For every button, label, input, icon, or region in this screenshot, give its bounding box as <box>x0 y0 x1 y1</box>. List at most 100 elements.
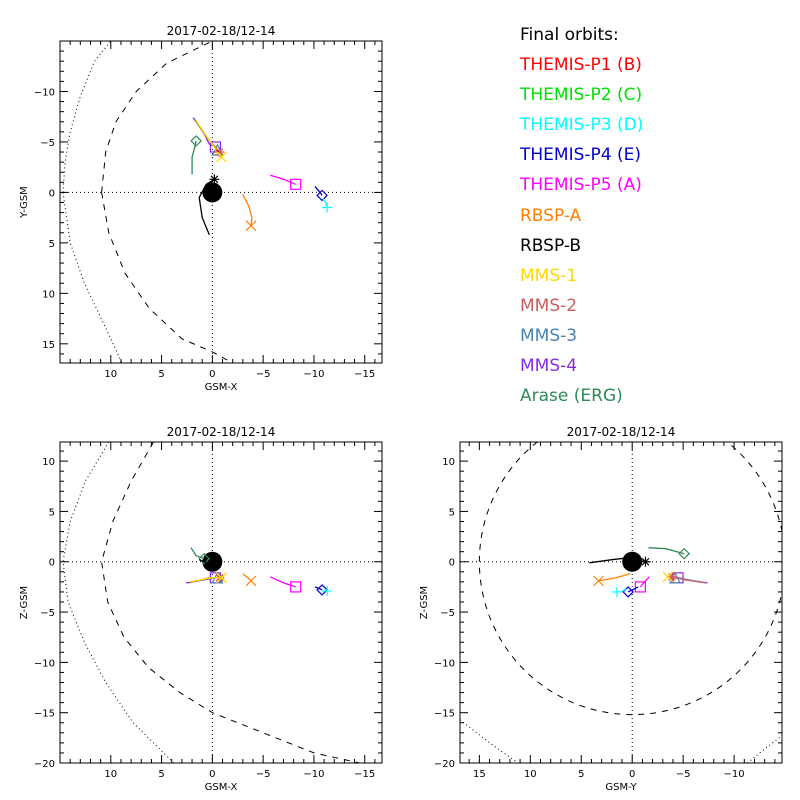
y-tick-label: −10 <box>34 658 55 669</box>
orbit-path <box>589 557 646 564</box>
y-tick-label: −5 <box>40 608 55 619</box>
y-tick-label: 10 <box>42 289 55 300</box>
x-tick-label: 0 <box>209 369 215 380</box>
orbit-end-marker <box>593 575 605 587</box>
legend-item: MMS-3 <box>520 325 578 346</box>
legend-item: THEMIS-P5 (A) <box>520 175 642 196</box>
legend-item: THEMIS-P1 (B) <box>520 55 642 76</box>
bow-shock-line <box>747 735 782 763</box>
legend-item: THEMIS-P3 (D) <box>520 115 644 136</box>
x-tick-label: 10 <box>104 769 117 780</box>
orbit-end-marker <box>245 220 257 232</box>
y-tick-label: −15 <box>34 709 55 720</box>
orbit-path <box>189 577 222 583</box>
y-axis-label: Z-GSM <box>19 586 30 619</box>
x-tick-label: 0 <box>209 769 215 780</box>
panel-xz: 2017-02-18/12-14 10 5 0 −5 −10 −15 GSM-X 10 5 0 −5 −… <box>19 425 383 793</box>
orbit-path <box>598 573 631 582</box>
legend-item: MMS-2 <box>520 295 578 316</box>
x-tick-label: −5 <box>676 769 691 780</box>
bow-shock-line <box>62 41 112 193</box>
x-tick-label: −15 <box>354 369 375 380</box>
x-tick-label: −5 <box>256 369 271 380</box>
plot-title: 2017-02-18/12-14 <box>167 425 276 439</box>
orbit-path <box>215 149 219 153</box>
x-tick-label: 15 <box>473 769 486 780</box>
x-tick-label: −10 <box>303 769 324 780</box>
x-tick-label: 10 <box>104 369 117 380</box>
legend-item: RBSP-A <box>520 205 582 226</box>
orbit-path <box>671 576 706 584</box>
magnetopause-line <box>101 192 233 363</box>
y-tick-label: 5 <box>49 507 55 518</box>
orbit-end-marker <box>322 585 333 596</box>
y-tick-label: 5 <box>49 239 55 250</box>
plot-area <box>60 442 382 763</box>
orbit-track <box>242 573 257 587</box>
y-axis-label: Y-GSM <box>19 186 30 219</box>
orbit-track <box>322 585 333 596</box>
y-tick-label: 0 <box>49 188 55 199</box>
earth-marker <box>202 182 223 203</box>
orbit-track <box>322 198 333 213</box>
orbit-track <box>270 576 302 593</box>
bow-shock-line <box>460 719 519 763</box>
bow-shock-line <box>62 442 175 763</box>
orbit-track <box>198 556 220 567</box>
y-tick-label: 0 <box>49 558 55 569</box>
x-tick-label: −10 <box>724 769 745 780</box>
legend-title: Final orbits: <box>520 25 619 45</box>
orbit-end-marker <box>198 552 211 565</box>
magnetopause-line <box>101 442 360 763</box>
plot-frame <box>59 40 383 364</box>
y-tick-label: −5 <box>440 608 455 619</box>
plot-frame <box>59 441 383 764</box>
orbit-track <box>198 174 220 236</box>
orbit-track <box>189 572 227 584</box>
legend-item: THEMIS-P2 (C) <box>520 85 643 106</box>
orbit-track <box>648 547 691 560</box>
orbit-track <box>314 584 328 596</box>
y-tick-label: 5 <box>449 507 455 518</box>
legend-item: THEMIS-P4 (E) <box>520 145 641 166</box>
orbit-path <box>322 198 328 208</box>
orbit-end-marker <box>216 151 227 163</box>
orbit-path <box>242 194 253 226</box>
orbit-track <box>190 547 211 565</box>
panel-yz: 2017-02-18/12-14 15 10 5 0 −5 −10 GSM-Y 10 5 0 −5 −1… <box>419 425 783 793</box>
orbit-path <box>314 586 323 591</box>
orbit-track <box>215 149 219 153</box>
orbit-track <box>662 571 674 583</box>
plot-title: 2017-02-18/12-14 <box>167 24 276 38</box>
y-tick-label: −15 <box>434 709 455 720</box>
orbit-end-marker <box>611 586 622 597</box>
orbit-path <box>191 140 197 175</box>
x-axis-label: GSM-X <box>205 782 238 793</box>
y-tick-label: 15 <box>42 340 55 351</box>
y-tick-label: 10 <box>42 457 55 468</box>
orbit-track <box>611 586 627 597</box>
earth-marker <box>622 551 643 572</box>
orbit-end-marker <box>190 135 202 147</box>
y-tick-label: 10 <box>442 457 455 468</box>
x-axis-label: GSM-Y <box>605 782 637 793</box>
y-tick-label: 0 <box>449 558 455 569</box>
orbit-path <box>648 547 685 555</box>
x-tick-label: 5 <box>578 769 584 780</box>
orbit-end-marker <box>640 556 651 567</box>
legend: Final orbits: THEMIS-P1 (B) THEMIS-P2 (C)… <box>520 20 643 411</box>
orbit-track <box>270 174 302 190</box>
orbit-end-marker <box>209 556 220 567</box>
orbit-end-marker <box>678 547 691 560</box>
x-tick-label: −5 <box>256 769 271 780</box>
plot-title: 2017-02-18/12-14 <box>567 425 676 439</box>
orbit-end-marker <box>290 581 302 593</box>
orbit-path <box>198 178 215 236</box>
x-tick-label: −10 <box>303 369 324 380</box>
plot-area <box>460 442 782 763</box>
orbit-end-marker <box>662 571 674 583</box>
orbit-end-marker <box>634 581 646 593</box>
orbit-end-marker <box>209 174 220 185</box>
y-axis-label: Z-GSM <box>419 586 430 619</box>
